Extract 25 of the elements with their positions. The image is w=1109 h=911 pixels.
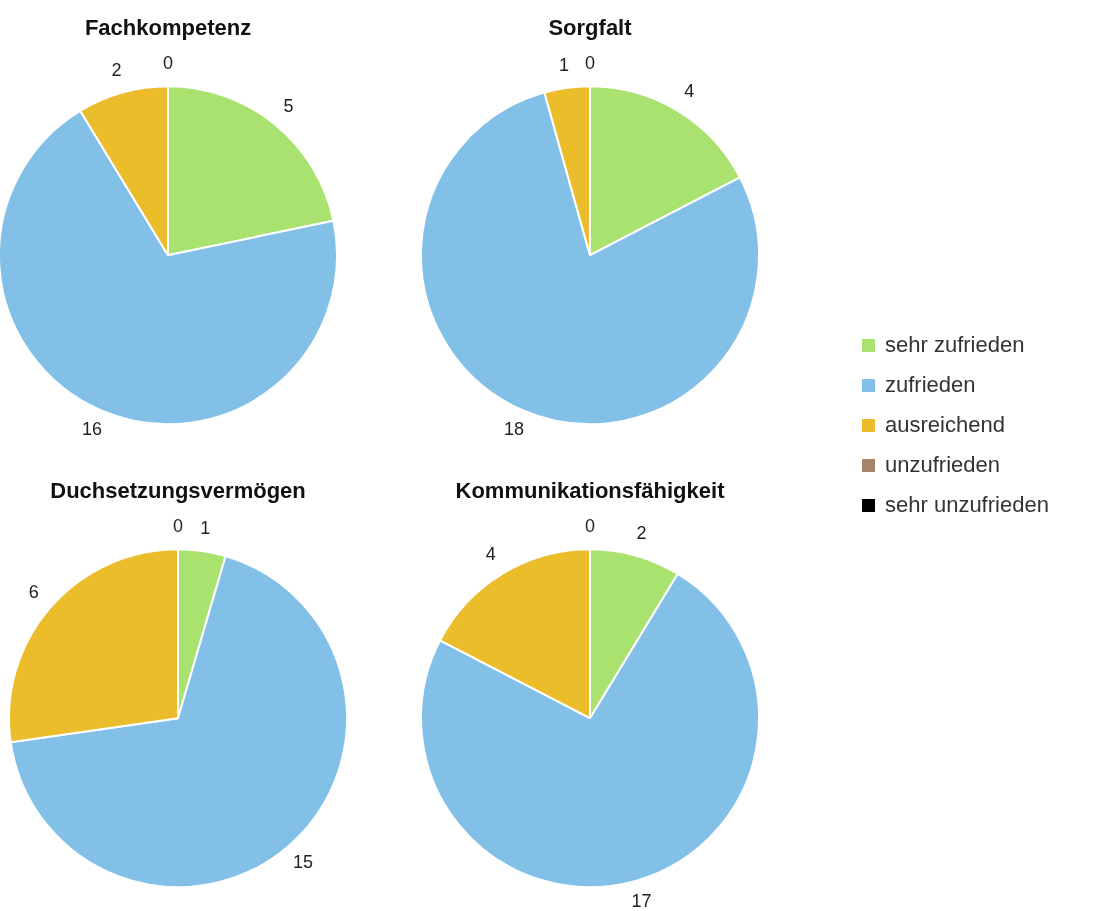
data-label: 4 bbox=[485, 543, 496, 564]
chart-title: Fachkompetenz bbox=[84, 15, 252, 41]
legend-label: sehr unzufrieden bbox=[885, 492, 1049, 518]
data-label: 2 bbox=[636, 523, 647, 544]
text: 0 bbox=[162, 53, 174, 74]
chart-title: Duchsetzungsvermögen bbox=[50, 478, 306, 504]
legend-label: zufrieden bbox=[885, 372, 976, 398]
text: 0 bbox=[584, 53, 596, 74]
data-label: 6 bbox=[28, 582, 39, 603]
data-label: 17 bbox=[631, 891, 652, 911]
data-label: 2 bbox=[111, 60, 122, 81]
text: 0 bbox=[172, 516, 184, 537]
data-label: 1 bbox=[200, 518, 211, 539]
text: 0 bbox=[584, 516, 596, 537]
legend-label: ausreichend bbox=[885, 412, 1005, 438]
data-label: 15 bbox=[293, 851, 314, 872]
data-label: 4 bbox=[684, 80, 695, 101]
data-label: 16 bbox=[81, 419, 102, 440]
legend-label: sehr zufrieden bbox=[885, 332, 1025, 358]
legend-label: unzufrieden bbox=[885, 452, 1000, 478]
chart-title: Kommunikationsfähigkeit bbox=[455, 478, 726, 504]
chart-title: Sorgfalt bbox=[548, 15, 633, 41]
data-label: 5 bbox=[283, 96, 294, 117]
data-label: 1 bbox=[558, 54, 569, 75]
data-label: 18 bbox=[503, 419, 524, 440]
